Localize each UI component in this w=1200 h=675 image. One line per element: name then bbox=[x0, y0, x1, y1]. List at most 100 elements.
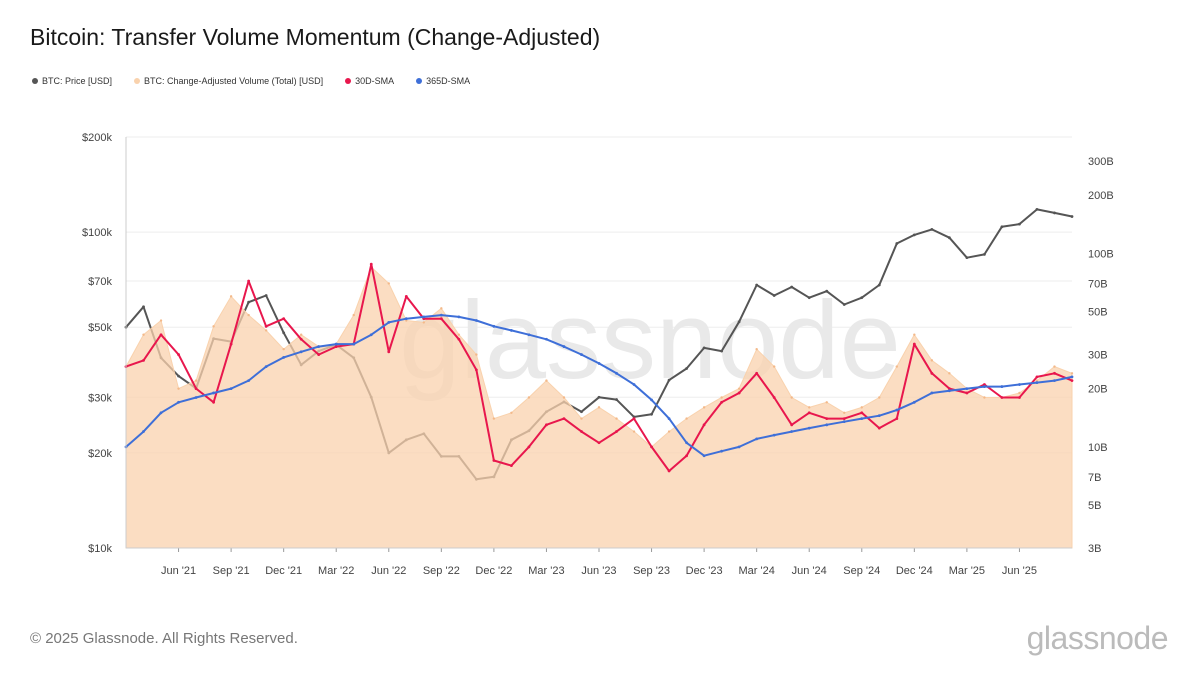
volume-point bbox=[562, 396, 566, 399]
sma30-point bbox=[1035, 375, 1039, 379]
sma30-point bbox=[510, 464, 513, 468]
x-tick-label: Jun '22 bbox=[371, 565, 406, 577]
price-point bbox=[1018, 222, 1021, 226]
sma365-point bbox=[825, 423, 829, 427]
x-tick-label: Jun '23 bbox=[581, 565, 616, 577]
volume-point bbox=[194, 379, 198, 382]
sma365-point bbox=[615, 371, 618, 375]
price-point bbox=[755, 283, 759, 287]
sma365-point bbox=[1000, 385, 1004, 388]
sma365-point bbox=[772, 433, 776, 437]
legend-label-365d-sma: 365D-SMA bbox=[426, 76, 471, 86]
sma365-point bbox=[229, 387, 233, 391]
y-left-tick-label: $70k bbox=[88, 276, 112, 288]
x-tick-label: Mar '23 bbox=[528, 565, 564, 577]
price-point bbox=[177, 374, 180, 378]
sma30-point bbox=[1000, 396, 1004, 399]
legend-swatch-volume bbox=[134, 78, 141, 84]
sma30-point bbox=[702, 423, 706, 427]
sma30-point bbox=[632, 417, 636, 421]
sma365-point bbox=[457, 315, 461, 319]
sma30-point bbox=[439, 317, 443, 321]
sma30-point bbox=[983, 383, 986, 386]
sma30-point bbox=[790, 423, 794, 427]
sma30-point bbox=[247, 279, 251, 283]
sma365-point bbox=[597, 362, 601, 365]
sma30-point bbox=[264, 324, 268, 328]
sma365-point bbox=[387, 321, 391, 324]
chart-axes: $10k $20k $30k $50k $70k $100k $200k 3B 5B 7B 10B 2… bbox=[82, 132, 1114, 577]
price-point bbox=[264, 294, 268, 297]
sma30-point bbox=[685, 454, 688, 458]
legend-label-price: BTC: Price [USD] bbox=[42, 76, 113, 86]
sma365-point bbox=[790, 430, 794, 433]
volume-point bbox=[527, 396, 531, 399]
price-point bbox=[965, 256, 969, 260]
sma30-point bbox=[912, 342, 916, 346]
x-tick-label: Mar '24 bbox=[738, 565, 774, 577]
volume-point bbox=[282, 347, 285, 351]
sma365-point bbox=[685, 441, 688, 445]
volume-point bbox=[1053, 365, 1056, 368]
sma30-point bbox=[615, 430, 618, 433]
sma365-point bbox=[510, 329, 513, 332]
sma365-point bbox=[334, 342, 338, 346]
y-right-tick-label: 200B bbox=[1088, 190, 1114, 202]
copyright-footer: © 2025 Glassnode. All Rights Reserved. bbox=[30, 630, 298, 647]
sma365-point bbox=[580, 353, 583, 356]
volume-point bbox=[229, 295, 233, 298]
x-tick-label: Mar '22 bbox=[318, 565, 354, 577]
x-tick-label: Dec '24 bbox=[896, 565, 933, 577]
volume-point bbox=[545, 379, 548, 382]
volume-point bbox=[755, 347, 758, 351]
sma365-point bbox=[720, 449, 724, 453]
sma365-point bbox=[264, 365, 268, 369]
x-tick-label: Dec '21 bbox=[265, 565, 302, 577]
price-point bbox=[807, 296, 811, 300]
volume-point bbox=[895, 365, 899, 368]
sma365-point bbox=[439, 313, 443, 317]
legend-item-365d-sma[interactable]: 365D-SMA bbox=[416, 76, 470, 86]
sma30-point bbox=[142, 358, 145, 362]
sma30-point bbox=[895, 417, 899, 421]
volume-point bbox=[685, 417, 688, 420]
volume-point bbox=[580, 417, 583, 420]
sma365-point bbox=[545, 337, 548, 341]
legend-item-30d-sma[interactable]: 30D-SMA bbox=[345, 76, 394, 86]
sma30-point bbox=[562, 417, 566, 421]
sma365-point bbox=[142, 430, 145, 433]
volume-point bbox=[737, 387, 741, 390]
sma30-point bbox=[807, 411, 811, 415]
sma365-point bbox=[422, 315, 426, 319]
sma30-point bbox=[667, 469, 671, 473]
legend-label-volume: BTC: Change-Adjusted Volume (Total) [USD… bbox=[144, 76, 324, 86]
sma365-point bbox=[930, 391, 934, 395]
volume-point bbox=[702, 406, 706, 409]
sma365-point bbox=[650, 398, 653, 402]
sma365-point bbox=[159, 411, 163, 415]
sma365-point bbox=[247, 379, 251, 383]
sma30-point bbox=[545, 423, 548, 427]
volume-point bbox=[913, 333, 916, 336]
sma30-point bbox=[334, 345, 338, 348]
y-left-tick-label: $200k bbox=[82, 132, 112, 144]
price-point bbox=[842, 303, 846, 306]
volume-point bbox=[878, 396, 881, 399]
legend-item-price[interactable]: BTC: Price [USD] bbox=[32, 76, 112, 86]
volume-point bbox=[632, 430, 636, 433]
sma30-point bbox=[965, 391, 969, 395]
y-right-tick-label: 70B bbox=[1088, 278, 1108, 290]
sma365-point bbox=[369, 333, 373, 337]
volume-point bbox=[422, 321, 426, 324]
sma365-point bbox=[737, 445, 741, 449]
legend-item-volume[interactable]: BTC: Change-Adjusted Volume (Total) [USD… bbox=[134, 76, 323, 86]
sma365-point bbox=[474, 319, 478, 322]
sma365-point bbox=[912, 400, 916, 404]
sma30-point bbox=[457, 337, 461, 341]
sma365-point bbox=[177, 400, 180, 404]
y-right-tick-label: 300B bbox=[1088, 156, 1114, 168]
volume-point bbox=[1035, 379, 1039, 382]
x-tick-label: Sep '22 bbox=[423, 565, 460, 577]
volume-point bbox=[264, 329, 268, 332]
